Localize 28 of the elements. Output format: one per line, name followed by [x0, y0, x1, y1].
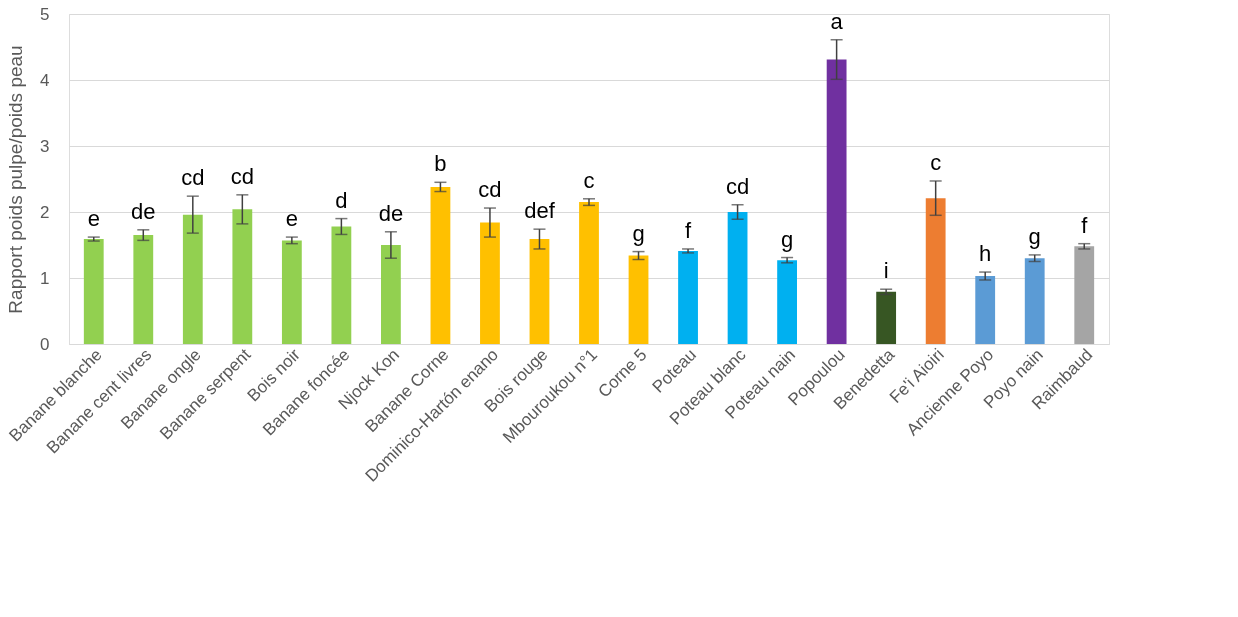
- annotation: e: [285, 206, 298, 232]
- annotation: a: [830, 8, 844, 34]
- y-tick-label: 2: [40, 202, 50, 222]
- annotation: g: [1028, 223, 1041, 249]
- annotation: def: [524, 198, 556, 224]
- annotation: g: [632, 220, 645, 246]
- annotation: c: [930, 149, 942, 175]
- y-tick-label: 1: [40, 268, 50, 288]
- annotation: de: [131, 198, 156, 224]
- annotation: cd: [181, 165, 205, 191]
- annotation: e: [87, 206, 100, 232]
- annotation: i: [883, 258, 889, 284]
- annotation: g: [780, 226, 794, 252]
- annotation: cd: [478, 177, 502, 203]
- y-tick-label: 0: [40, 334, 50, 354]
- y-tick-label: 3: [40, 136, 50, 156]
- annotation: h: [979, 241, 992, 267]
- annotation: cd: [725, 173, 750, 199]
- annotation: cd: [230, 163, 254, 189]
- y-tick-label: 5: [40, 4, 50, 24]
- y-tick-label: 4: [40, 70, 50, 90]
- annotation: b: [434, 151, 447, 177]
- annotation: d: [335, 187, 348, 213]
- annotation: de: [378, 200, 404, 226]
- annotation: f: [1081, 212, 1089, 238]
- annotation: c: [583, 167, 595, 193]
- annotation: f: [684, 217, 692, 243]
- y-axis-title: Rapport poids pulpe/poids peau: [5, 45, 27, 314]
